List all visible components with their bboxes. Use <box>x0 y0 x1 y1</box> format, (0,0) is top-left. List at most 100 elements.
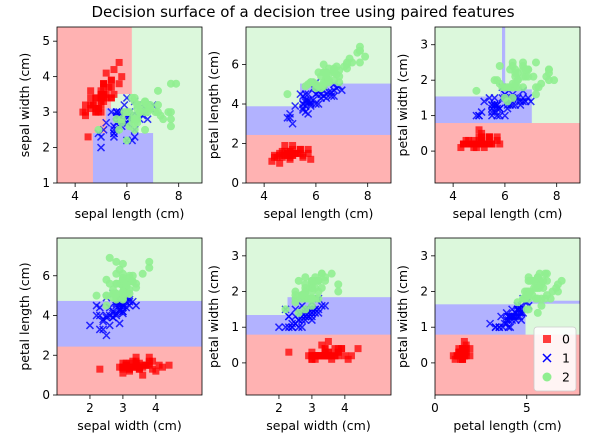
axes-frame <box>245 26 392 184</box>
data-point-class-2 <box>544 65 553 74</box>
data-point-class-0 <box>286 147 294 155</box>
data-point-class-2 <box>301 305 310 314</box>
data-point-class-0 <box>132 353 140 361</box>
data-point-class-0 <box>321 345 329 353</box>
y-axis-label: petal width (cm) <box>395 265 410 368</box>
data-point-class-0 <box>87 94 95 102</box>
y-tick-label: 2 <box>420 73 428 87</box>
data-point-class-0 <box>102 90 110 98</box>
data-point-class-2 <box>120 108 129 117</box>
data-point-class-2 <box>298 291 307 300</box>
data-point-class-0 <box>87 87 95 95</box>
data-point-class-0 <box>459 355 467 363</box>
data-point-class-2 <box>519 58 528 67</box>
data-point-class-1 <box>304 312 313 321</box>
data-point-class-2 <box>524 72 533 81</box>
data-point-class-2 <box>531 294 540 303</box>
data-point-class-0 <box>347 352 355 360</box>
data-point-class-2 <box>153 101 162 109</box>
legend: 0 1 2 <box>533 326 577 392</box>
data-point-class-0 <box>493 136 501 144</box>
x-tick-label: 8 <box>553 189 561 203</box>
data-point-class-0 <box>87 101 95 109</box>
data-point-class-1 <box>298 99 307 109</box>
data-point-class-0 <box>475 140 483 148</box>
data-point-class-0 <box>318 352 326 360</box>
data-point-class-2 <box>128 277 137 286</box>
data-point-class-2 <box>539 276 548 285</box>
x-tick-label: 4 <box>152 401 160 415</box>
x-tick-label: 4 <box>341 401 349 415</box>
x-tick-label: 3 <box>308 401 316 415</box>
data-point-class-0 <box>475 126 483 134</box>
data-point-class-0 <box>94 105 102 113</box>
decision-region-class-1 <box>502 27 506 90</box>
data-point-class-1 <box>486 319 495 328</box>
data-point-class-2 <box>138 269 147 278</box>
data-point-class-2 <box>307 301 316 310</box>
data-point-class-0 <box>135 365 143 373</box>
data-point-class-2 <box>498 83 507 92</box>
data-point-class-2 <box>524 294 533 303</box>
data-point-class-1 <box>291 101 300 111</box>
data-point-class-0 <box>107 94 115 102</box>
data-point-class-2 <box>122 279 131 288</box>
data-point-class-2 <box>490 76 499 85</box>
data-point-class-1 <box>317 301 326 310</box>
data-point-class-2 <box>327 269 336 278</box>
x-tick-label: 6 <box>312 189 320 203</box>
data-point-class-1 <box>284 312 293 321</box>
data-point-class-1 <box>285 113 295 122</box>
data-point-class-0 <box>334 348 342 356</box>
data-point-class-0 <box>331 352 339 360</box>
data-point-class-1 <box>487 108 496 117</box>
data-point-class-1 <box>109 132 118 141</box>
data-point-class-0 <box>328 355 336 363</box>
data-point-class-0 <box>485 133 493 141</box>
decision-region-class-0 <box>246 134 391 183</box>
data-point-class-0 <box>478 133 486 141</box>
data-point-class-2 <box>130 115 139 124</box>
y-tick-label: 2 <box>231 285 239 299</box>
data-point-class-1 <box>330 92 339 101</box>
axes-frame <box>434 237 581 396</box>
y-tick-label: 1 <box>42 176 50 190</box>
data-point-class-1 <box>143 115 152 124</box>
x-tick-label: 8 <box>364 189 372 203</box>
data-point-class-0 <box>324 337 332 345</box>
data-point-class-0 <box>115 58 123 66</box>
plot-area <box>246 27 391 183</box>
data-point-class-2 <box>135 108 144 117</box>
data-point-class-0 <box>139 371 147 379</box>
data-point-class-0 <box>462 348 470 356</box>
data-point-class-0 <box>318 341 326 349</box>
data-point-class-1 <box>95 303 104 312</box>
x-axis-label: sepal length (cm) <box>264 206 374 221</box>
data-point-class-2 <box>317 269 326 278</box>
data-point-class-2 <box>531 90 540 99</box>
y-tick-label: 3 <box>42 105 50 119</box>
data-point-class-0 <box>97 90 105 98</box>
data-point-class-1 <box>337 86 346 95</box>
data-point-class-0 <box>462 136 470 144</box>
decision-region-class-2 <box>435 300 525 305</box>
y-tick-label: 4 <box>231 97 239 111</box>
y-tick-label: 4 <box>42 70 50 84</box>
data-point-class-2 <box>118 259 127 268</box>
y-tick-label: 2 <box>231 137 239 151</box>
data-point-class-0 <box>92 94 100 102</box>
data-point-class-2 <box>330 66 339 75</box>
data-point-class-1 <box>327 92 336 101</box>
data-point-class-0 <box>304 149 312 157</box>
y-tick-label: 3 <box>231 249 239 263</box>
data-point-class-0 <box>308 352 316 360</box>
data-point-class-2 <box>105 253 114 262</box>
data-point-class-0 <box>465 140 473 148</box>
data-point-class-0 <box>470 144 478 152</box>
y-tick-label: 1 <box>420 109 428 123</box>
data-point-class-0 <box>296 145 304 153</box>
data-point-class-0 <box>102 69 110 77</box>
data-point-class-2 <box>166 108 175 117</box>
data-point-class-2 <box>548 287 557 296</box>
y-axis-label: petal width (cm) <box>206 265 221 368</box>
